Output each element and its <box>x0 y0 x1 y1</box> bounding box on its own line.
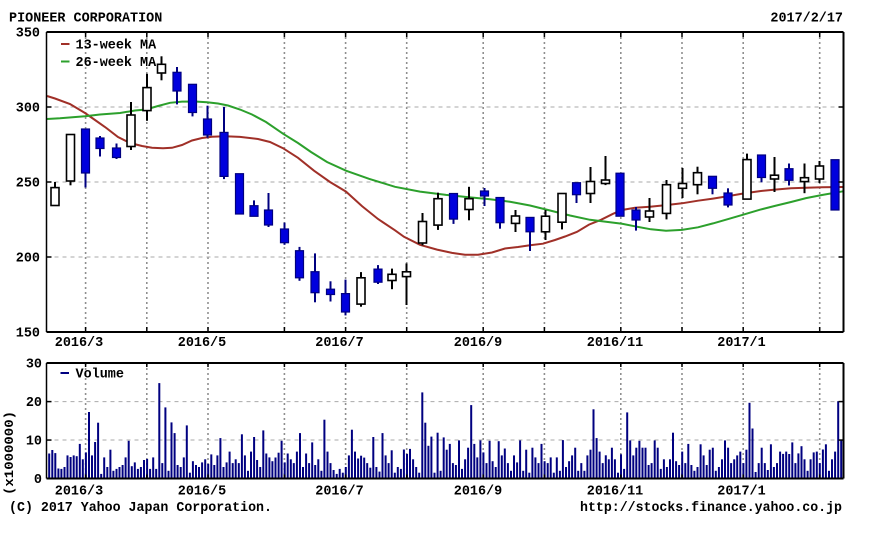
svg-text:2016/11: 2016/11 <box>587 485 644 500</box>
svg-text:2016/9: 2016/9 <box>454 485 502 500</box>
svg-text:2016/5: 2016/5 <box>178 485 226 500</box>
svg-text:20: 20 <box>26 396 42 411</box>
svg-text:(C) 2017 Yahoo Japan Corporati: (C) 2017 Yahoo Japan Corporation. <box>9 501 272 516</box>
svg-text:200: 200 <box>16 252 40 267</box>
svg-text:2016/11: 2016/11 <box>587 336 644 351</box>
svg-text:(x1000000): (x1000000) <box>2 411 17 495</box>
svg-text:2017/1: 2017/1 <box>717 336 765 351</box>
svg-text:26-week MA: 26-week MA <box>76 56 158 71</box>
svg-text:2016/3: 2016/3 <box>55 336 103 351</box>
svg-text:150: 150 <box>16 327 40 342</box>
svg-text:250: 250 <box>16 177 40 192</box>
svg-text:2016/5: 2016/5 <box>178 336 226 351</box>
svg-text:2016/3: 2016/3 <box>55 485 103 500</box>
svg-text:2016/7: 2016/7 <box>315 485 363 500</box>
svg-text:2016/9: 2016/9 <box>454 336 502 351</box>
svg-text:10: 10 <box>26 435 42 450</box>
svg-text:2017/2/17: 2017/2/17 <box>770 12 843 27</box>
svg-text:300: 300 <box>16 102 40 117</box>
svg-text:2017/1: 2017/1 <box>717 485 765 500</box>
svg-text:0: 0 <box>34 473 42 488</box>
svg-text:Volume: Volume <box>76 368 124 383</box>
svg-text:13-week MA: 13-week MA <box>76 39 158 54</box>
svg-text:PIONEER CORPORATION: PIONEER CORPORATION <box>9 12 162 27</box>
svg-text:30: 30 <box>26 358 42 373</box>
svg-text:http://stocks.finance.yahoo.co: http://stocks.finance.yahoo.co.jp <box>580 501 842 516</box>
svg-text:350: 350 <box>16 27 40 42</box>
svg-text:2016/7: 2016/7 <box>315 336 363 351</box>
